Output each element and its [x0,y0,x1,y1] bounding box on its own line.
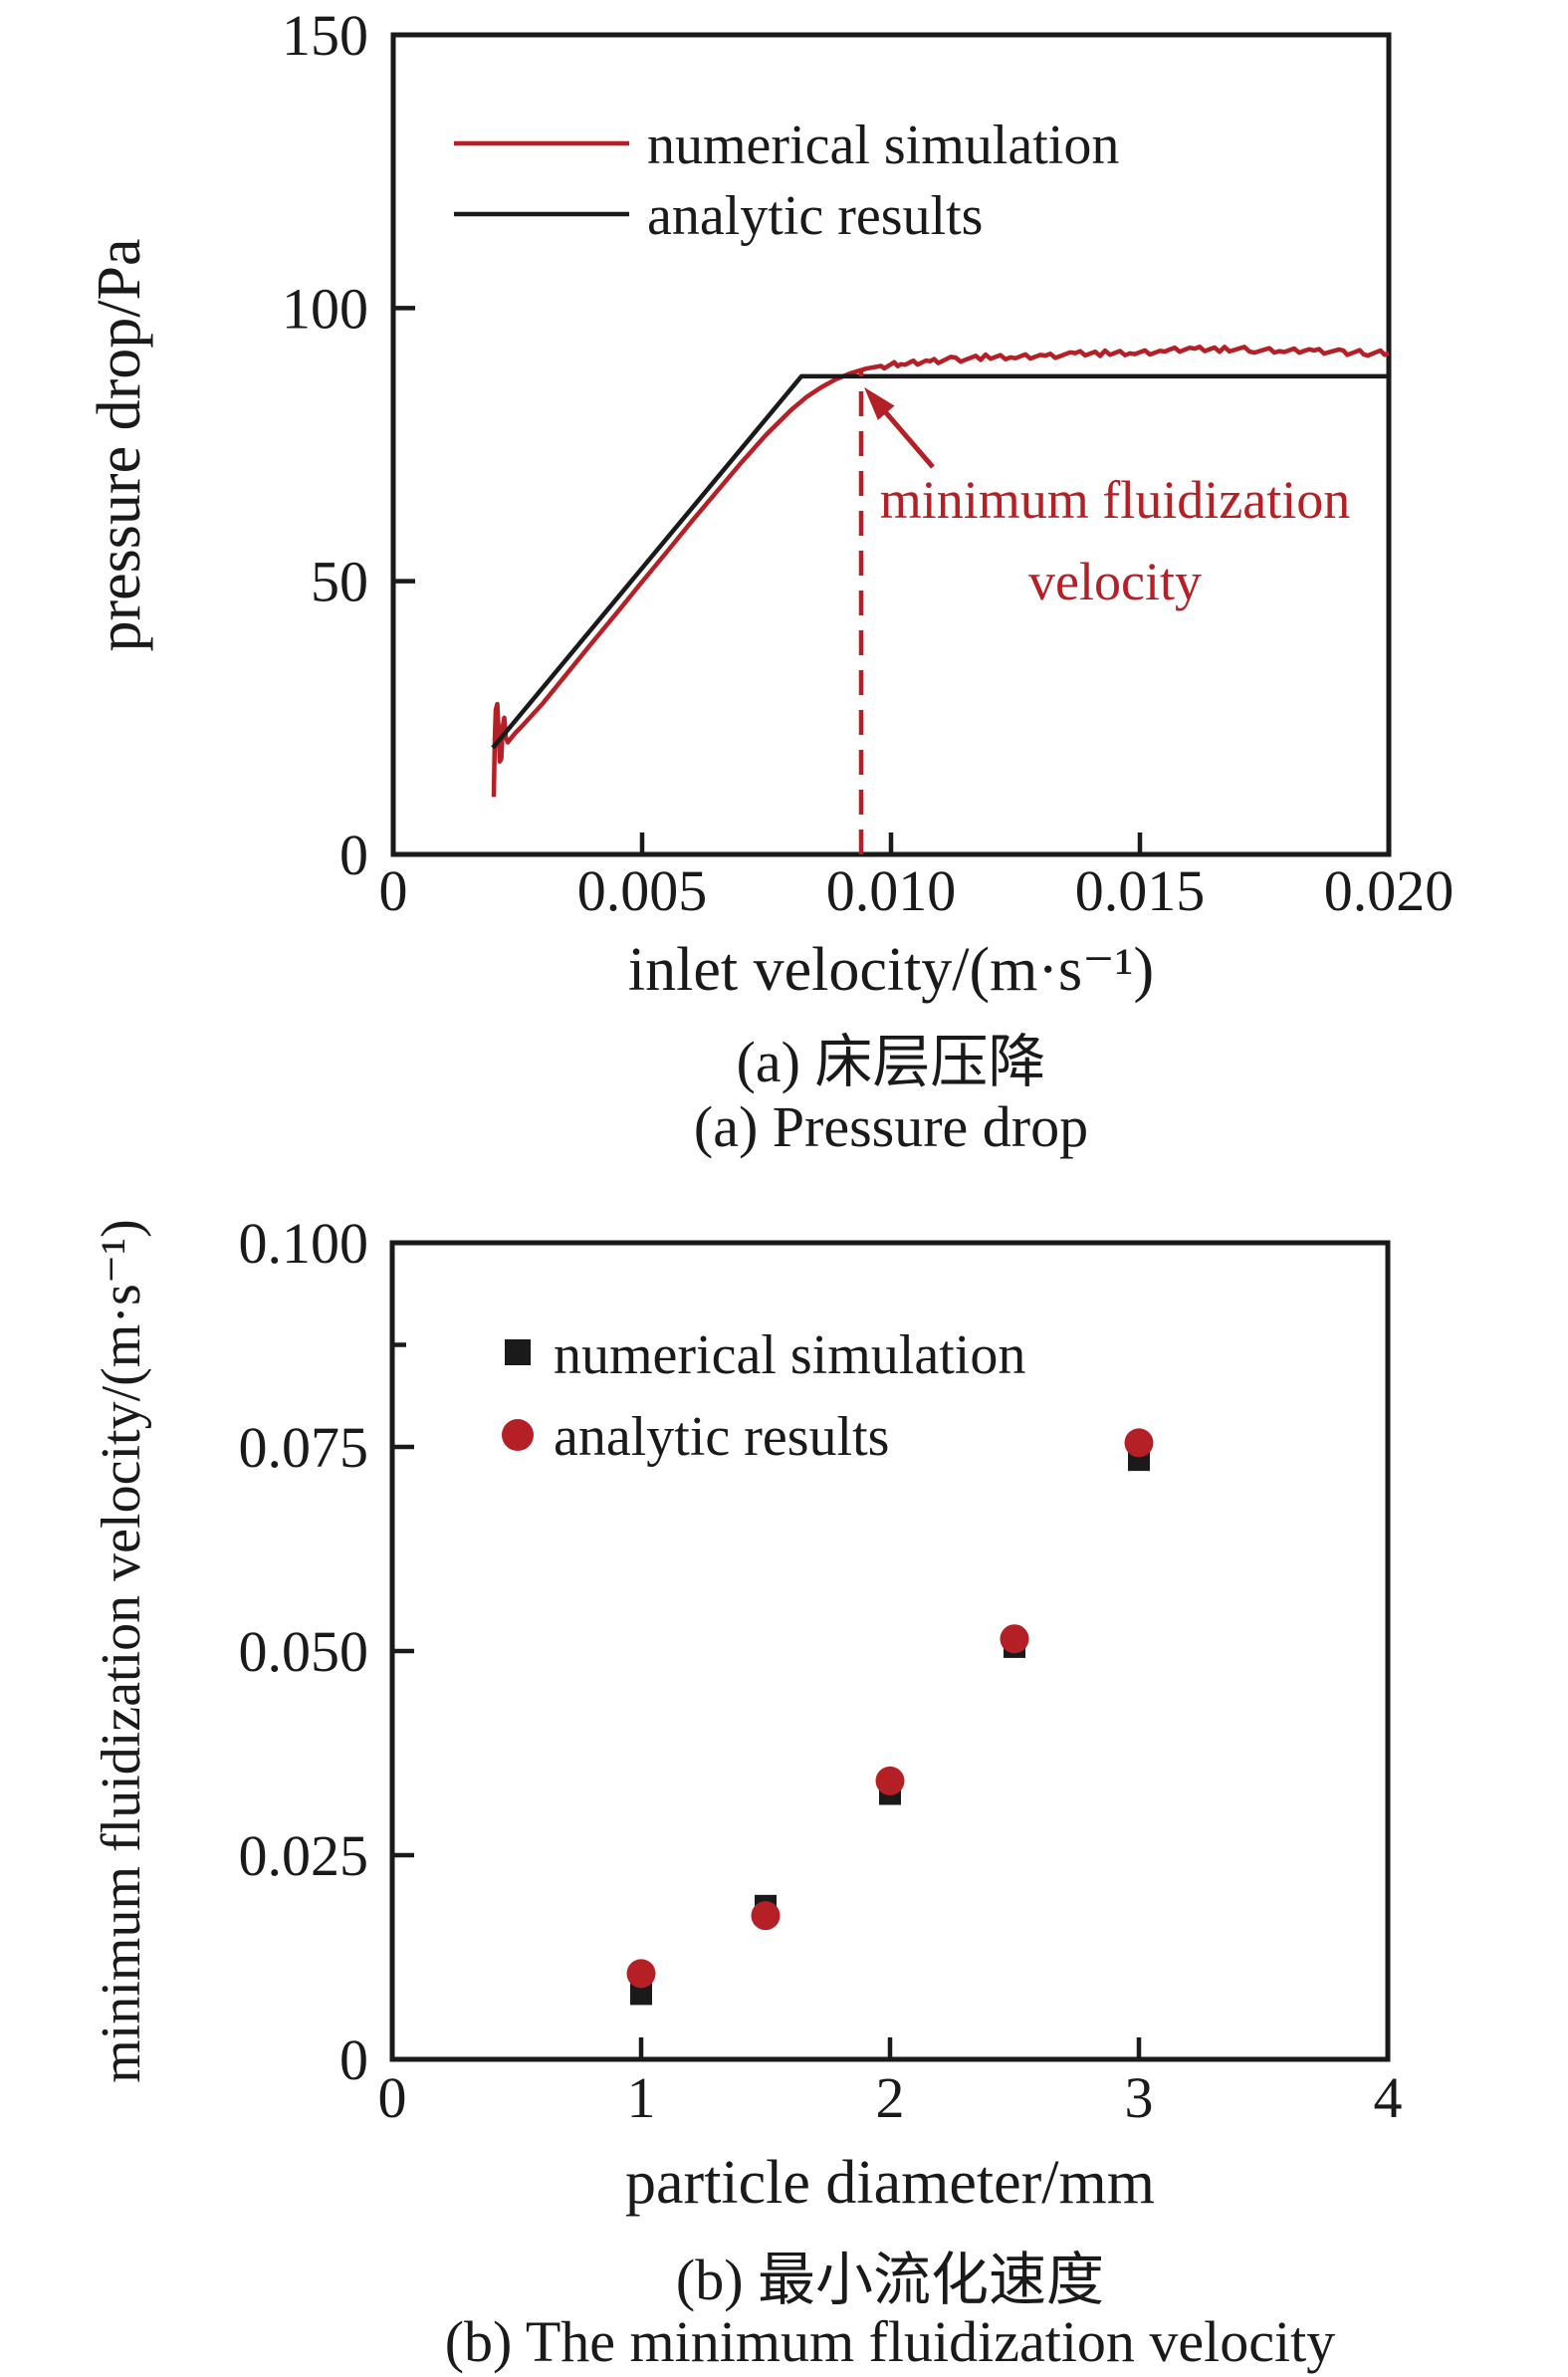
marker-circle [751,1901,781,1931]
x-tick-label: 0.020 [1324,858,1455,923]
x-tick-label: 2 [876,2065,905,2130]
legend-circle-marker [502,1419,534,1451]
y-tick-label: 0.075 [239,1415,369,1480]
legend-label-analytic-results: analytic results [647,185,983,247]
marker-circle [1124,1428,1154,1458]
legend-label-analytic-results-b: analytic results [554,1406,889,1468]
x-tick-label: 1 [627,2065,656,2130]
y-tick-label: 100 [282,276,368,341]
chart-b: 0 1 2 3 4 0 0.025 0.050 0.075 0.100 numerical sim… [91,1211,1403,2374]
chart-b-series [626,1428,1154,2006]
marker-square [630,1983,652,2006]
chart-a-caption-en: (a) Pressure drop [694,1094,1088,1159]
series-analytic-results [491,373,1389,750]
y-tick-label: 0 [339,823,368,887]
x-tick-label: 0 [378,2065,407,2130]
annotation-arrow-head [864,386,895,420]
y-tick-label: 0.100 [239,1211,369,1276]
x-tick-label: 0.005 [577,858,708,923]
y-tick-label: 0 [339,2027,368,2092]
y-tick-label: 50 [311,550,368,614]
y-tick-label: 0.025 [239,1823,369,1888]
chart-a: 0 0.005 0.010 0.015 0.020 0 50 100 150 numerical… [86,3,1454,1159]
chart-a-annotation: minimum fluidization velocity [858,369,1350,854]
x-tick-label: 0.015 [1075,858,1206,923]
x-tick-label: 4 [1374,2065,1403,2130]
chart-b-xlabel: particle diameter/mm [625,2149,1155,2217]
series-numerical-simulation [491,345,1390,798]
marker-circle [875,1766,905,1795]
y-tick-label: 150 [282,3,368,68]
chart-a-ticks: 0 0.005 0.010 0.015 0.020 0 50 100 150 [282,3,1454,923]
annotation-text-line-2: velocity [1028,552,1202,611]
legend-label-numerical-simulation-b: numerical simulation [554,1324,1025,1386]
chart-a-ylabel: pressure drop/Pa [86,239,153,652]
chart-a-legend: numerical simulation analytic results [454,115,1119,247]
legend-square-marker [505,1339,531,1365]
chart-b-caption-cn: (b) 最小流化速度 [676,2248,1104,2312]
chart-b-ylabel: minimum fluidization velocity/(m·s⁻¹) [91,1219,152,2083]
marker-circle [626,1959,656,1989]
legend-label-numerical-simulation: numerical simulation [647,115,1119,176]
chart-a-xlabel: inlet velocity/(m·s⁻¹) [628,936,1154,1004]
annotation-arrow-shaft [880,406,935,469]
chart-b-legend: numerical simulation analytic results [502,1324,1025,1468]
x-tick-label: 3 [1125,2065,1154,2130]
x-tick-label: 0 [379,858,408,923]
chart-b-ticks: 0 1 2 3 4 0 0.025 0.050 0.075 0.100 [239,1211,1403,2130]
marker-circle [1000,1624,1029,1654]
annotation-text-line-1: minimum fluidization [880,470,1350,530]
chart-a-series [491,345,1390,798]
y-tick-label: 0.050 [239,1619,369,1684]
x-tick-label: 0.010 [826,858,957,923]
chart-b-caption-en: (b) The minimum fluidization velocity [445,2309,1336,2374]
chart-a-caption-cn: (a) 床层压降 [737,1030,1046,1094]
